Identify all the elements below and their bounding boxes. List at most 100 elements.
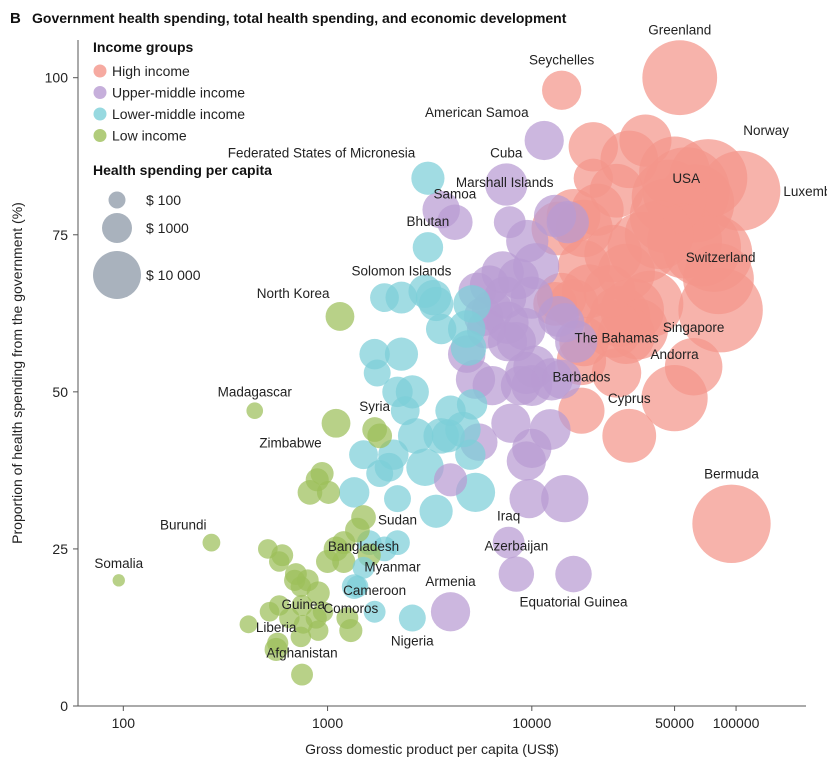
bubble-low <box>332 549 356 574</box>
bubble-upper <box>433 463 468 497</box>
bubble-lower <box>370 283 399 313</box>
bubble-lower <box>435 395 466 426</box>
bubble-equatorial-guinea <box>555 555 592 593</box>
bubble-madagascar <box>246 402 264 420</box>
label-andorra: Andorra <box>651 347 700 362</box>
chart-title: Government health spending, total health… <box>32 10 567 26</box>
bubble-low <box>267 632 289 654</box>
bubble-the-bahamas <box>591 348 642 398</box>
bubble-low <box>307 620 329 641</box>
bubble-lower <box>338 477 370 508</box>
label-somalia: Somalia <box>94 556 143 571</box>
bubble-upper <box>546 201 589 244</box>
bubble-low <box>315 549 340 574</box>
bubble-low <box>332 531 356 555</box>
point-label-layer: Greenland Seychelles American Samoa Norway U… <box>94 22 827 660</box>
bubble-greenland <box>642 40 718 116</box>
bubble-lower <box>390 396 420 426</box>
legend-swatch-lower <box>93 107 107 121</box>
bubble-bermuda <box>692 484 771 563</box>
bubble-high <box>573 158 613 198</box>
label-cameroon: Cameroon <box>343 583 406 598</box>
label-myanmar: Myanmar <box>364 560 421 575</box>
bubble-upper <box>493 206 526 239</box>
legend-size-title: Health spending per capita <box>93 162 272 178</box>
bubble-layer <box>112 40 781 686</box>
label-comoros: Comoros <box>323 601 378 616</box>
label-zimbabwe: Zimbabwe <box>259 436 321 451</box>
label-barbados: Barbados <box>553 370 611 385</box>
bubble-high <box>619 114 672 167</box>
bubble-bhutan <box>412 232 444 263</box>
legend: Income groups High income Upper-middle in… <box>93 39 272 299</box>
y-tick-label: 0 <box>60 698 68 714</box>
label-samoa: Samoa <box>433 186 476 201</box>
label-nigeria: Nigeria <box>391 634 434 649</box>
legend-label-high: High income <box>112 63 190 79</box>
label-afghanistan: Afghanistan <box>266 646 337 661</box>
y-tick-label: 75 <box>52 227 68 243</box>
legend-size-circle <box>102 213 132 243</box>
bubble-afghanistan <box>291 663 313 686</box>
label-madagascar: Madagascar <box>218 384 293 399</box>
label-american-samoa: American Samoa <box>425 105 529 120</box>
bubble-burundi <box>202 533 221 552</box>
bubble-north-korea <box>325 302 355 331</box>
legend-label-upper: Upper-middle income <box>112 85 245 101</box>
bubble-samoa <box>437 204 473 240</box>
label-syria: Syria <box>359 399 390 414</box>
bubble-upper <box>487 321 528 362</box>
x-tick-label: 100 <box>112 715 136 731</box>
label-azerbaijan: Azerbaijan <box>484 538 548 553</box>
legend-swatch-upper <box>93 86 107 99</box>
legend-swatch-high <box>93 64 107 78</box>
bubble-upper <box>541 475 589 523</box>
bubble-low <box>336 607 359 629</box>
bubble-lower <box>425 313 457 345</box>
bubble-bangladesh <box>352 556 375 579</box>
chart-header: B Government health spending, total heal… <box>10 10 567 27</box>
bubble-upper <box>545 303 585 343</box>
bubble-lower <box>366 460 394 488</box>
bubble-iraq <box>492 526 525 559</box>
label-seychelles: Seychelles <box>529 53 595 68</box>
bubble-lower <box>419 494 453 528</box>
legend-size-scale: $ 100 $ 1000 $ 10 000 <box>93 191 201 299</box>
legend-income-title: Income groups <box>93 39 194 55</box>
y-axis-label: Proportion of health spending from the g… <box>9 202 25 544</box>
label-federated-states-of-micronesia: Federated States of Micronesia <box>228 146 416 161</box>
legend-size-label: $ 100 <box>146 192 181 208</box>
x-tick-label: 100000 <box>713 715 760 731</box>
bubble-american-samoa <box>524 120 564 161</box>
bubble-syria <box>362 417 387 442</box>
bubble-armenia <box>430 592 471 632</box>
bubble-lower <box>384 485 411 513</box>
bubble-cyprus <box>602 408 657 463</box>
x-tick-label: 10000 <box>512 715 551 731</box>
bubble-upper <box>509 479 549 519</box>
label-bangladesh: Bangladesh <box>328 539 399 554</box>
bubble-nigeria <box>398 604 426 632</box>
bubble-low <box>312 601 334 622</box>
legend-size-label: $ 1000 <box>146 220 189 236</box>
x-axis-label: Gross domestic product per capita (US$) <box>305 741 559 757</box>
bubble-seychelles <box>542 70 582 110</box>
label-bhutan: Bhutan <box>407 214 450 229</box>
legend-size-circle <box>108 191 126 209</box>
legend-label-lower: Lower-middle income <box>112 106 245 122</box>
bubble-low <box>239 615 258 634</box>
bubble-high <box>568 122 618 172</box>
bubble-somalia <box>112 574 125 587</box>
bubble-low <box>316 480 341 504</box>
bubble-cuba <box>485 163 528 206</box>
legend-size-label: $ 10 000 <box>146 267 201 283</box>
bubble-guinea <box>293 614 313 634</box>
bubble-low <box>259 601 280 622</box>
bubble-upper <box>506 441 546 481</box>
label-iraq: Iraq <box>497 509 520 524</box>
label-cyprus: Cyprus <box>608 391 651 406</box>
label-north-korea: North Korea <box>257 286 330 301</box>
bubble-lower <box>349 440 378 470</box>
label-usa: USA <box>672 171 700 186</box>
